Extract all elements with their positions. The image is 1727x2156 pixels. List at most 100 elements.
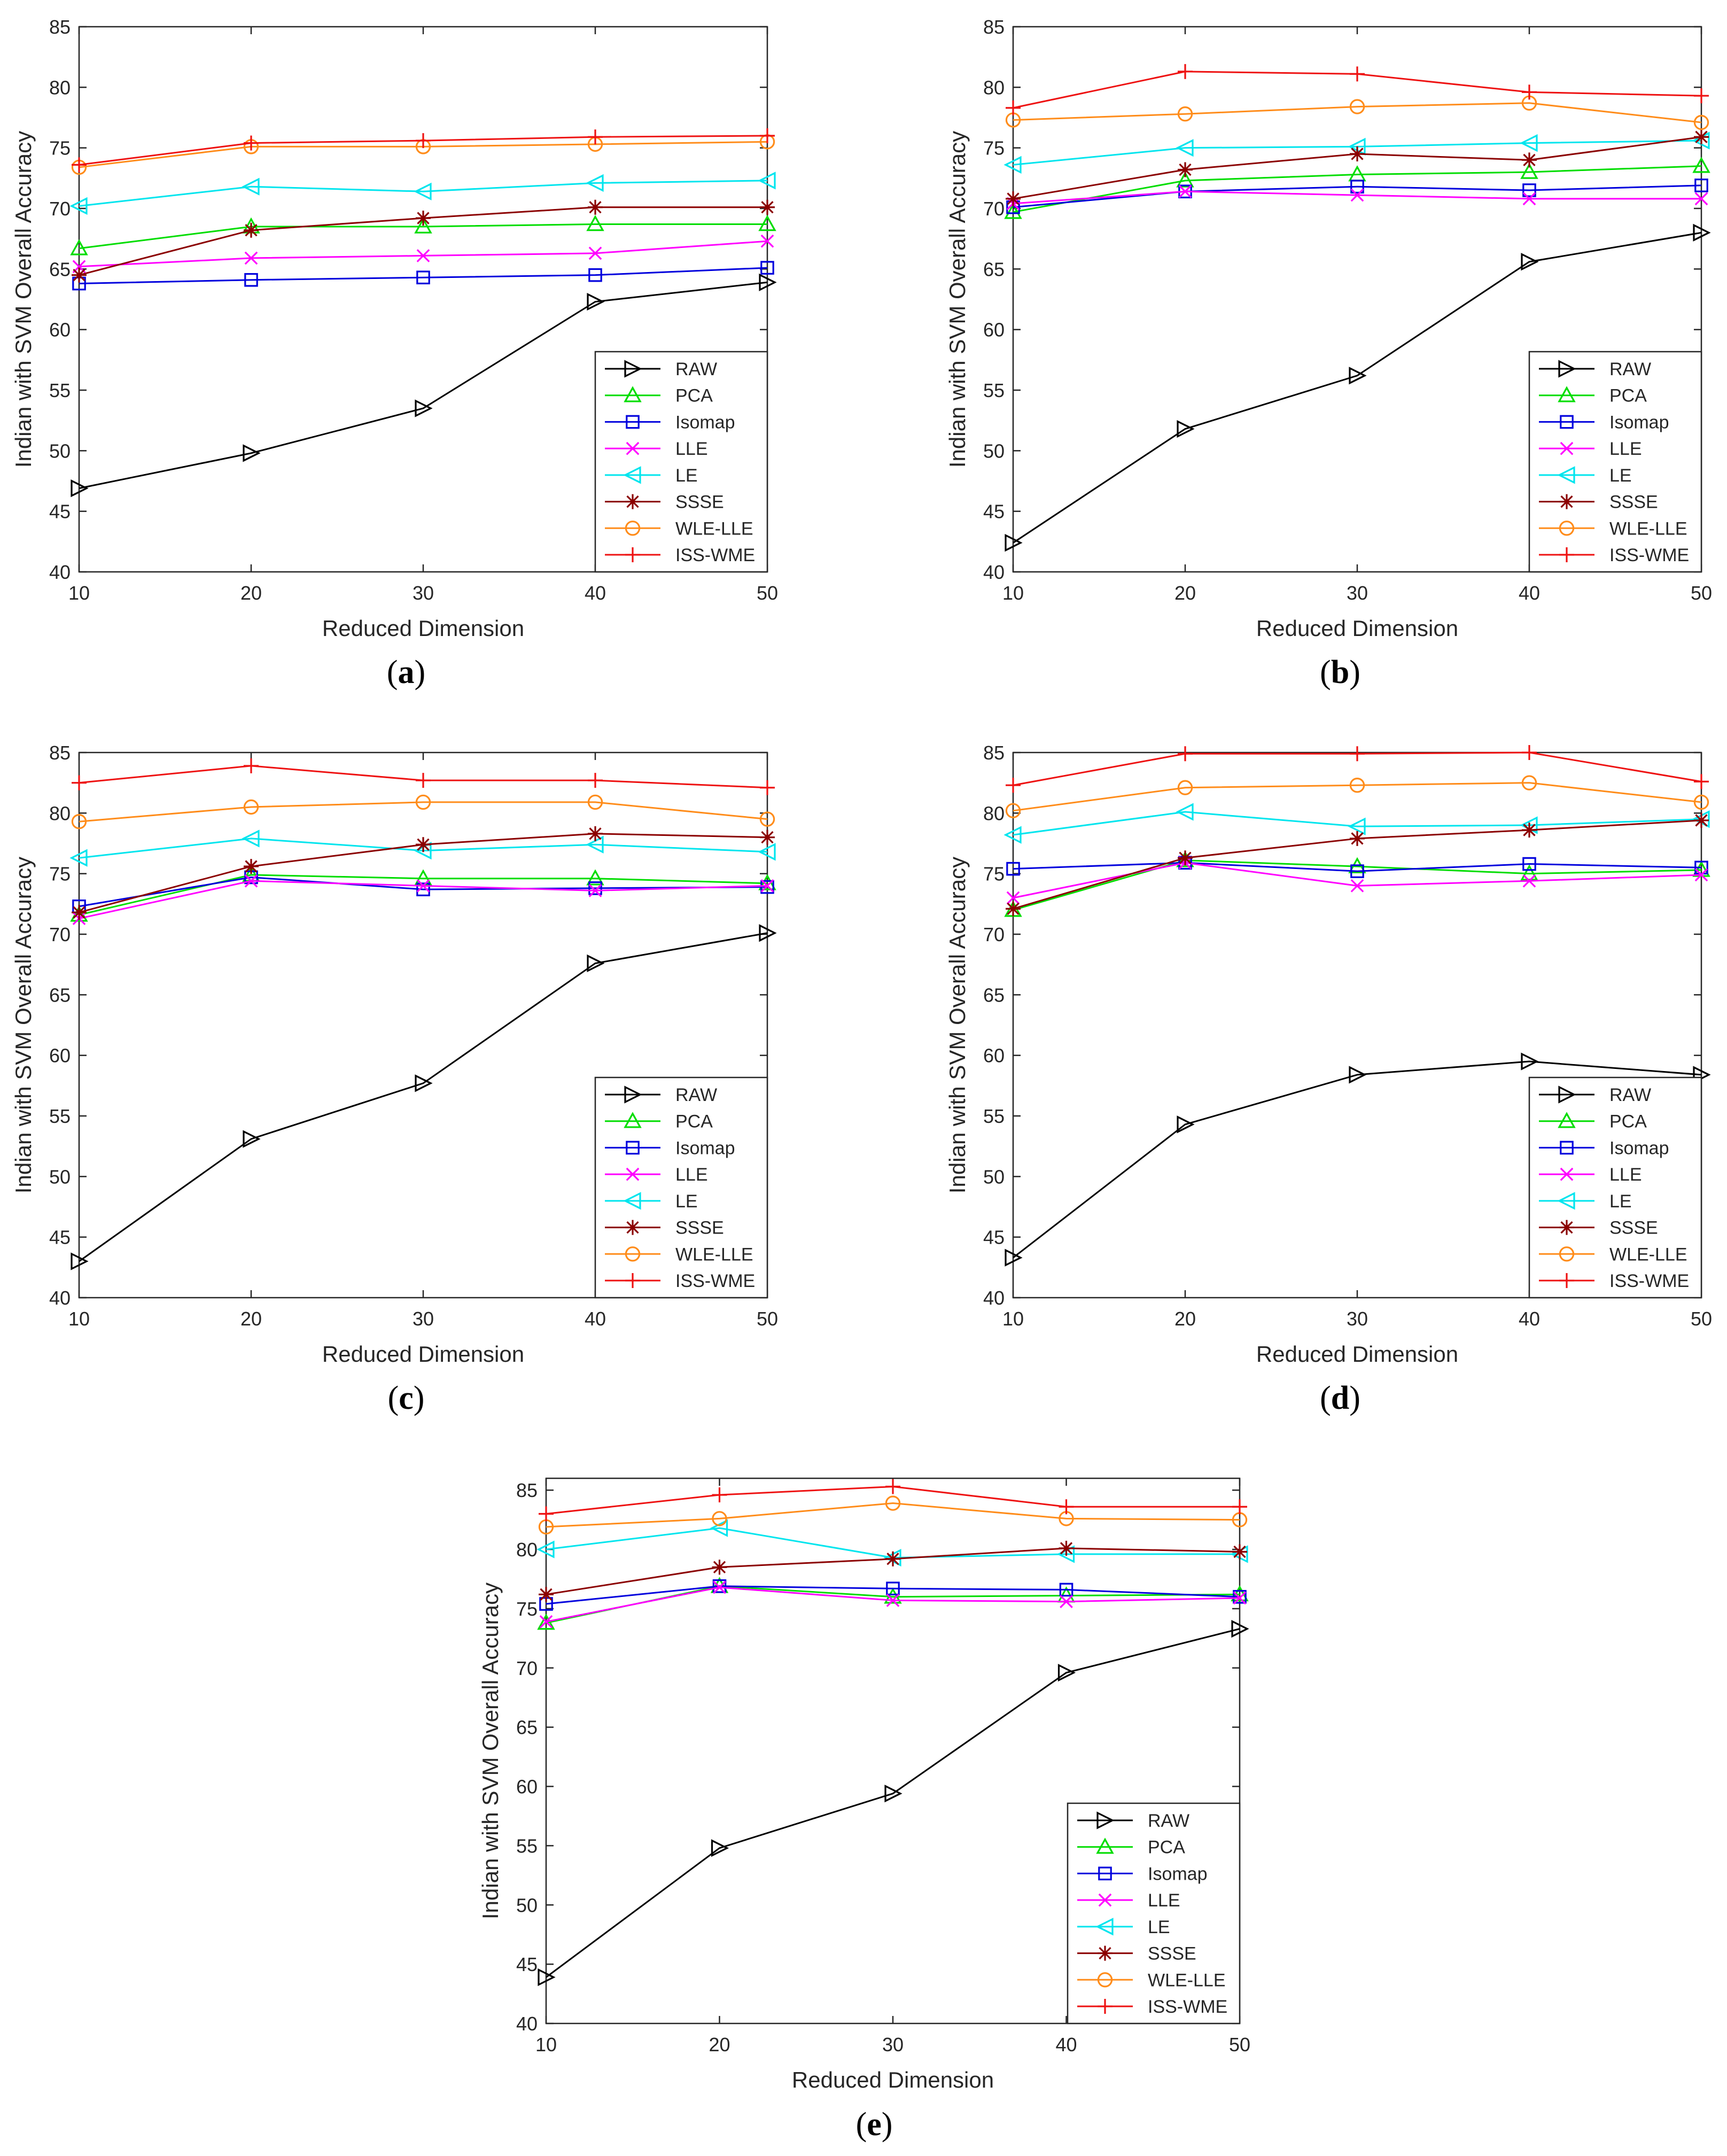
y-tick-label: 55 [49, 379, 71, 401]
data-point [1350, 146, 1365, 161]
data-point [1177, 1115, 1195, 1134]
legend-item-isomap: Isomap [1539, 1138, 1669, 1158]
data-point [1522, 857, 1536, 871]
legend-marker [623, 466, 641, 484]
legend-marker [624, 1085, 642, 1104]
y-tick-label: 80 [49, 76, 71, 98]
legend-marker [1560, 1141, 1574, 1155]
x-tick-label: 20 [1174, 582, 1196, 604]
series-lle [72, 234, 774, 274]
data-point [1522, 192, 1536, 206]
series-line [79, 267, 768, 285]
panel-label: (e) [856, 2106, 893, 2143]
series-iss-wme [72, 128, 775, 173]
legend-marker [625, 521, 641, 536]
legend-item-isomap: Isomap [605, 412, 735, 432]
data-point [759, 273, 777, 291]
data-point [1693, 794, 1709, 810]
y-tick-label: 45 [516, 1953, 538, 1975]
legend-marker [625, 1246, 641, 1262]
series-raw [538, 1620, 1249, 1987]
y-tick-label: 75 [983, 137, 1005, 159]
legend-item-pca: PCA [1077, 1837, 1185, 1858]
data-point [885, 1495, 901, 1511]
y-tick-label: 45 [983, 1227, 1005, 1248]
legend-item-isomap: Isomap [1539, 412, 1669, 432]
legend-marker [1097, 1972, 1113, 1988]
data-point [712, 1560, 727, 1575]
data-point [760, 879, 774, 893]
data-point [1177, 420, 1195, 438]
legend-label: ISS-WME [1609, 1271, 1689, 1291]
legend-box [1067, 1802, 1241, 2025]
legend-marker [625, 1273, 640, 1288]
y-tick-label: 70 [983, 924, 1005, 945]
y-tick-label: 80 [516, 1539, 538, 1561]
data-point [1233, 1591, 1247, 1605]
series-ssse [1006, 812, 1709, 917]
data-point [69, 849, 88, 867]
y-tick-label: 60 [983, 1045, 1005, 1067]
data-point [1232, 1499, 1247, 1515]
data-point [1060, 1595, 1073, 1608]
y-tick-label: 50 [983, 1166, 1005, 1188]
y-tick-label: 80 [49, 802, 71, 824]
data-point [538, 1968, 556, 1987]
x-tick-label: 20 [240, 1308, 262, 1330]
data-point [1694, 868, 1708, 882]
data-point [242, 829, 260, 848]
data-point [1348, 817, 1366, 835]
data-point [1522, 183, 1536, 197]
data-point [586, 869, 604, 886]
legend-label: LLE [675, 439, 708, 459]
legend-label: Isomap [1609, 412, 1669, 432]
panel-label: (d) [1320, 1380, 1360, 1416]
data-point [72, 267, 87, 283]
data-point [760, 880, 774, 894]
chart-panel-b: 40 45 50 55 60 65 70 75 80 85 10 20 30 40 50 Reduced Di… [945, 16, 1712, 691]
chart-panel-d: 40 45 50 55 60 65 70 75 80 85 10 20 30 40 50 Reduced Di… [945, 742, 1712, 1416]
legend-item-pca: PCA [1539, 1112, 1647, 1132]
y-tick-label: 70 [983, 198, 1005, 220]
series-line [79, 180, 768, 207]
legend-marker [1560, 1167, 1574, 1181]
y-tick-label: 75 [49, 137, 71, 159]
data-point [1231, 1620, 1249, 1638]
data-point [244, 859, 259, 874]
data-point [1233, 1589, 1247, 1604]
data-point [414, 869, 432, 886]
y-tick-label: 85 [983, 16, 1005, 38]
x-tick-label: 50 [757, 582, 778, 604]
legend-marker [1559, 1273, 1574, 1288]
legend-marker [626, 1167, 640, 1181]
x-tick-label: 30 [882, 2034, 904, 2056]
data-point [886, 1581, 900, 1596]
series-raw [71, 924, 777, 1270]
legend-marker [1559, 1246, 1575, 1262]
data-point [416, 773, 431, 788]
legend-marker [625, 494, 640, 509]
data-point [1003, 826, 1022, 844]
legend-marker [624, 1112, 642, 1128]
legend-label: ISS-WME [1609, 545, 1689, 565]
data-point [1521, 775, 1537, 790]
data-point [71, 1252, 89, 1270]
data-point [586, 215, 604, 231]
y-tick-label: 80 [983, 76, 1005, 98]
legend-marker [1560, 415, 1574, 429]
data-point [1694, 179, 1708, 192]
x-tick-label: 40 [585, 1308, 606, 1330]
y-tick-label: 65 [49, 984, 71, 1006]
series-ssse [72, 826, 775, 920]
legend-item-raw: RAW [1077, 1811, 1189, 1831]
x-tick-label: 10 [68, 582, 90, 604]
y-tick-label: 40 [983, 1287, 1005, 1309]
data-point [1178, 184, 1192, 198]
legend-label: RAW [1609, 1085, 1651, 1105]
series-line [1013, 811, 1702, 836]
legend-item-wle-lle: WLE-LLE [605, 1244, 753, 1265]
y-tick-label: 55 [983, 1105, 1005, 1127]
legend-item-wle-lle: WLE-LLE [1077, 1970, 1226, 1990]
legend-marker [1559, 1220, 1574, 1235]
x-tick-label: 20 [709, 2034, 730, 2056]
